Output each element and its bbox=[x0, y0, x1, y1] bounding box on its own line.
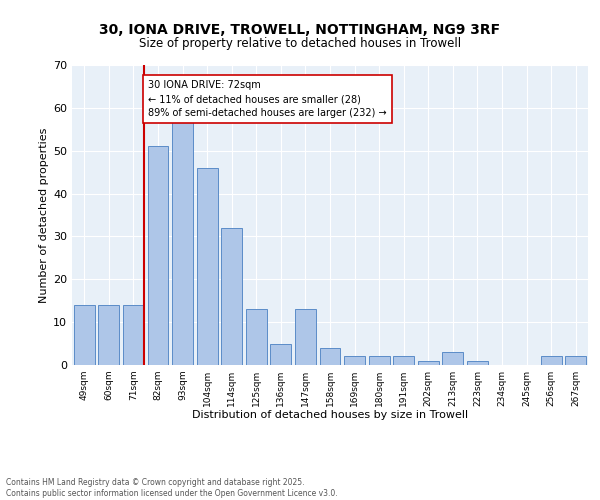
Text: 30, IONA DRIVE, TROWELL, NOTTINGHAM, NG9 3RF: 30, IONA DRIVE, TROWELL, NOTTINGHAM, NG9… bbox=[100, 22, 500, 36]
Bar bbox=[541, 356, 562, 365]
Bar bbox=[393, 356, 414, 365]
Text: 30 IONA DRIVE: 72sqm
← 11% of detached houses are smaller (28)
89% of semi-detac: 30 IONA DRIVE: 72sqm ← 11% of detached h… bbox=[148, 80, 387, 118]
Bar bbox=[368, 356, 389, 365]
Text: Size of property relative to detached houses in Trowell: Size of property relative to detached ho… bbox=[139, 38, 461, 51]
Bar bbox=[172, 116, 193, 365]
Bar bbox=[123, 305, 144, 365]
Bar bbox=[197, 168, 218, 365]
Bar bbox=[442, 352, 463, 365]
X-axis label: Distribution of detached houses by size in Trowell: Distribution of detached houses by size … bbox=[192, 410, 468, 420]
Y-axis label: Number of detached properties: Number of detached properties bbox=[39, 128, 49, 302]
Bar bbox=[148, 146, 169, 365]
Bar bbox=[98, 305, 119, 365]
Bar bbox=[344, 356, 365, 365]
Bar bbox=[295, 310, 316, 365]
Bar bbox=[74, 305, 95, 365]
Bar bbox=[565, 356, 586, 365]
Bar bbox=[320, 348, 340, 365]
Bar bbox=[221, 228, 242, 365]
Bar bbox=[246, 310, 267, 365]
Text: Contains HM Land Registry data © Crown copyright and database right 2025.
Contai: Contains HM Land Registry data © Crown c… bbox=[6, 478, 338, 498]
Bar bbox=[271, 344, 292, 365]
Bar bbox=[418, 360, 439, 365]
Bar bbox=[467, 360, 488, 365]
